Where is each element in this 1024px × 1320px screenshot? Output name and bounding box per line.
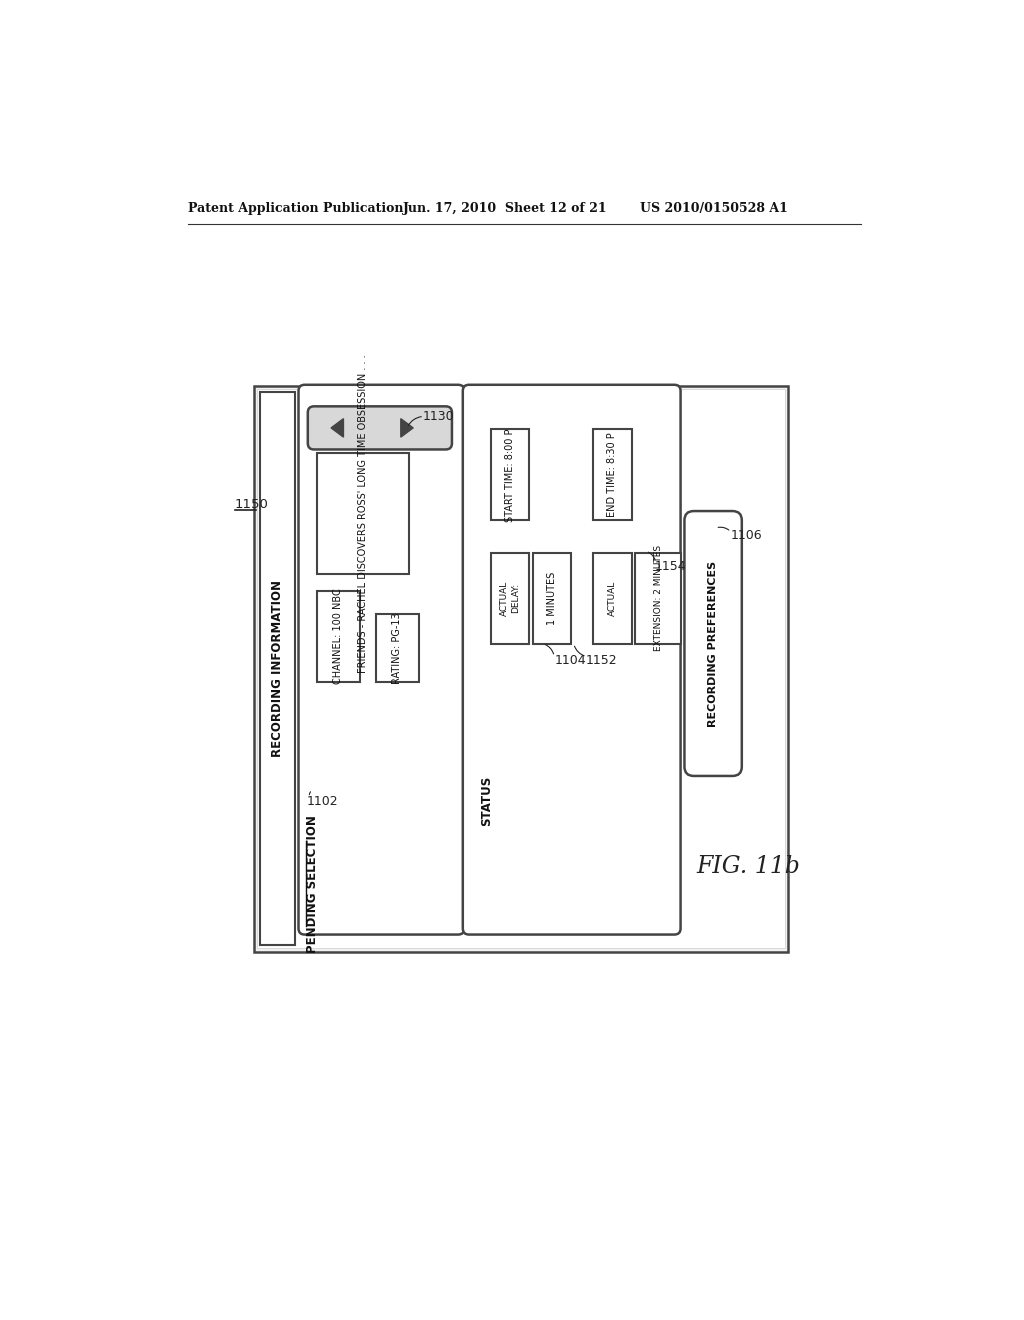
Bar xyxy=(635,553,681,644)
Polygon shape xyxy=(331,418,343,437)
Text: 1104: 1104 xyxy=(554,653,586,667)
Bar xyxy=(317,453,409,574)
Text: ACTUAL
DELAY:: ACTUAL DELAY: xyxy=(501,581,520,615)
Text: STATUS: STATUS xyxy=(480,776,493,826)
Text: FRIENDS - RACHEL DISCOVERS ROSS' LONG TIME OBSESSION . . .: FRIENDS - RACHEL DISCOVERS ROSS' LONG TI… xyxy=(357,354,368,673)
Text: 1 MINUTES: 1 MINUTES xyxy=(547,572,557,624)
FancyBboxPatch shape xyxy=(463,385,681,935)
Text: RATING: PG-13: RATING: PG-13 xyxy=(392,612,402,684)
Text: US 2010/0150528 A1: US 2010/0150528 A1 xyxy=(640,202,787,215)
Text: START TIME: 8:00 P: START TIME: 8:00 P xyxy=(505,428,515,521)
Text: 1154: 1154 xyxy=(655,560,687,573)
Text: 1106: 1106 xyxy=(731,529,763,543)
Text: CHANNEL: 100 NBC: CHANNEL: 100 NBC xyxy=(334,589,343,685)
Text: FIG. 11b: FIG. 11b xyxy=(696,855,800,878)
Text: 1152: 1152 xyxy=(586,653,616,667)
Bar xyxy=(490,553,529,644)
Bar xyxy=(593,429,632,520)
FancyBboxPatch shape xyxy=(684,511,741,776)
Bar xyxy=(490,429,529,520)
Bar xyxy=(376,614,419,682)
Bar xyxy=(532,553,571,644)
Polygon shape xyxy=(400,418,414,437)
Text: 1130: 1130 xyxy=(423,409,454,422)
Bar xyxy=(593,553,632,644)
FancyBboxPatch shape xyxy=(299,385,464,935)
Text: 1102: 1102 xyxy=(306,795,338,808)
Text: RECORDING INFORMATION: RECORDING INFORMATION xyxy=(271,581,284,758)
Text: RECORDING PREFERENCES: RECORDING PREFERENCES xyxy=(709,561,718,726)
Text: PENDING SELECTION: PENDING SELECTION xyxy=(306,814,319,953)
FancyBboxPatch shape xyxy=(257,388,785,949)
FancyBboxPatch shape xyxy=(254,385,788,952)
Text: Patent Application Publication: Patent Application Publication xyxy=(188,202,403,215)
Bar xyxy=(317,591,359,682)
FancyBboxPatch shape xyxy=(308,407,452,449)
Text: ACTUAL: ACTUAL xyxy=(608,581,616,615)
Text: 1150: 1150 xyxy=(234,499,269,511)
Text: Jun. 17, 2010  Sheet 12 of 21: Jun. 17, 2010 Sheet 12 of 21 xyxy=(403,202,608,215)
Text: EXTENSION: 2 MINUTES: EXTENSION: 2 MINUTES xyxy=(653,545,663,651)
Text: END TIME: 8:30 P: END TIME: 8:30 P xyxy=(607,433,617,517)
Bar xyxy=(260,392,295,945)
